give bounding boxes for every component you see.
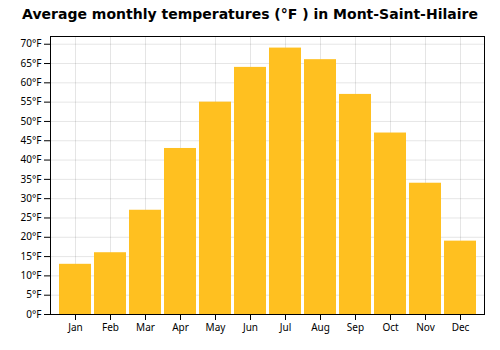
svg-text:30°F: 30°F bbox=[21, 191, 42, 205]
svg-text:40°F: 40°F bbox=[21, 152, 42, 166]
svg-text:Jan: Jan bbox=[67, 320, 83, 334]
svg-text:65°F: 65°F bbox=[21, 56, 42, 70]
svg-text:May: May bbox=[206, 320, 227, 334]
svg-text:Nov: Nov bbox=[416, 320, 435, 334]
svg-text:Apr: Apr bbox=[172, 320, 189, 334]
svg-text:70°F: 70°F bbox=[21, 36, 42, 50]
svg-text:15°F: 15°F bbox=[21, 249, 42, 263]
svg-text:25°F: 25°F bbox=[21, 210, 42, 224]
svg-text:0°F: 0°F bbox=[26, 307, 41, 321]
svg-text:60°F: 60°F bbox=[21, 75, 42, 89]
svg-text:10°F: 10°F bbox=[21, 268, 42, 282]
svg-text:45°F: 45°F bbox=[21, 133, 42, 147]
svg-text:50°F: 50°F bbox=[21, 114, 42, 128]
svg-text:55°F: 55°F bbox=[21, 94, 42, 108]
svg-text:Aug: Aug bbox=[311, 320, 330, 334]
svg-text:20°F: 20°F bbox=[21, 229, 42, 243]
svg-text:Dec: Dec bbox=[452, 320, 470, 334]
svg-text:5°F: 5°F bbox=[26, 287, 41, 301]
svg-text:Sep: Sep bbox=[347, 320, 364, 334]
svg-text:Feb: Feb bbox=[102, 320, 119, 334]
svg-text:35°F: 35°F bbox=[21, 172, 42, 186]
svg-text:Oct: Oct bbox=[382, 320, 399, 334]
svg-text:Mar: Mar bbox=[136, 320, 155, 334]
svg-text:Jul: Jul bbox=[279, 320, 292, 334]
svg-text:Jun: Jun bbox=[242, 320, 258, 334]
html-text:Average monthly temperatures (: Average monthly temperatures (°F ) in Mo… bbox=[22, 6, 478, 22]
